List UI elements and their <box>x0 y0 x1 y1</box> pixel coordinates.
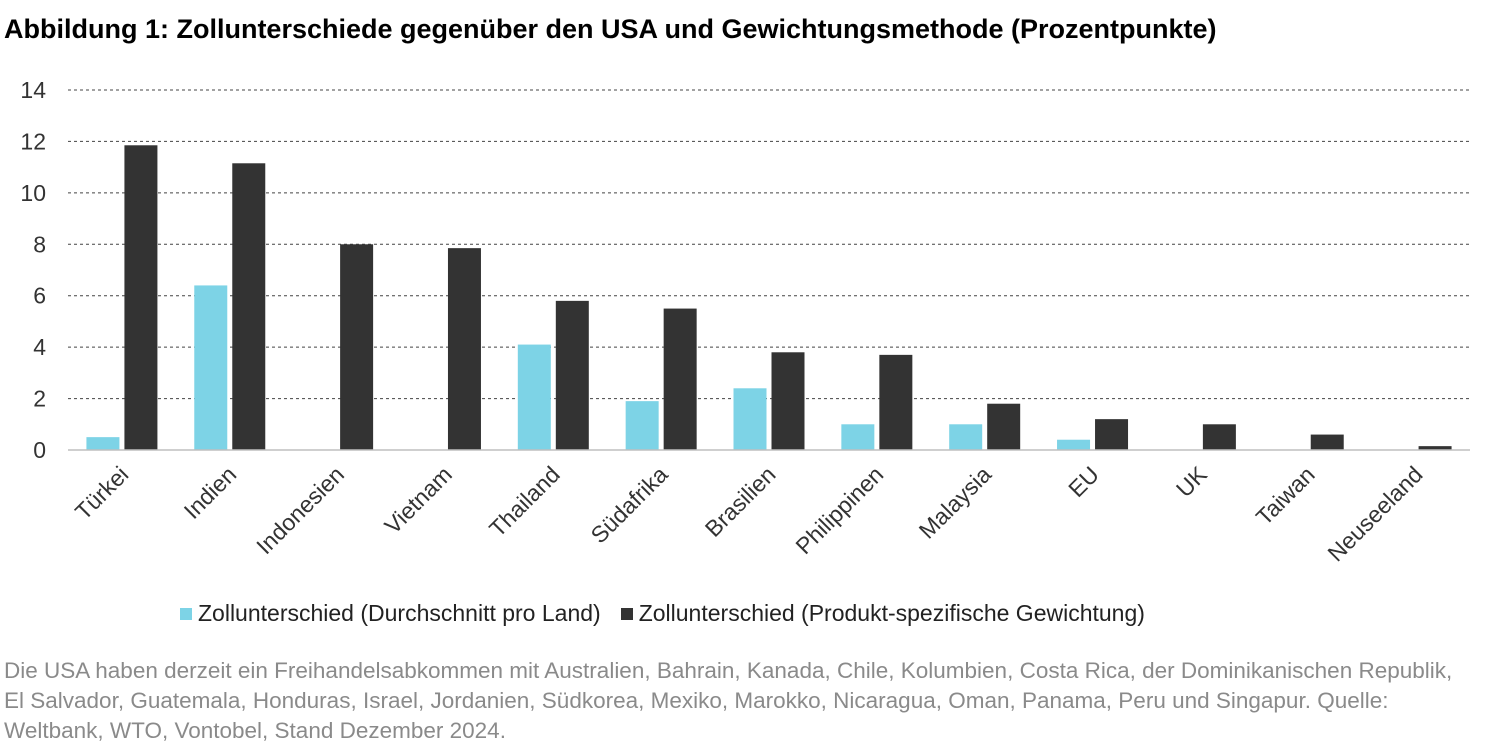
x-tick-label: Türkei <box>70 461 134 525</box>
bar-series-1 <box>949 424 983 450</box>
x-tick-label: Philippinen <box>790 461 888 559</box>
legend: Zollunterschied (Durchschnitt pro Land) … <box>180 600 1165 627</box>
bar-series-1 <box>86 437 120 450</box>
y-tick-label: 14 <box>20 77 46 103</box>
bar-series-2 <box>340 244 374 450</box>
x-axis-ticks: Türkei Indien Indonesien Vietnam Thailand Süd… <box>70 461 1428 567</box>
x-tick-label: EU <box>1063 461 1104 502</box>
chart-title: Abbildung 1: Zollunterschiede gegenüber … <box>4 14 1217 44</box>
legend-swatch-series-2 <box>620 607 633 620</box>
x-tick-label: Südafrika <box>586 461 673 548</box>
bar-series-2 <box>1418 446 1452 450</box>
bar-series-1 <box>1057 439 1091 450</box>
bar-series-2 <box>987 403 1021 450</box>
legend-label-series-2: Zollunterschied (Produkt-spezifische Gew… <box>638 600 1145 626</box>
bar-series-2 <box>555 300 589 450</box>
y-tick-label: 4 <box>33 334 46 360</box>
bar-series-2 <box>447 248 481 450</box>
bar-series-1 <box>841 424 875 450</box>
bar-chart: 0 2 4 6 8 10 12 14 Türkei Indien Indonesien Vietna… <box>20 77 1470 567</box>
bar-series-2 <box>1095 419 1129 450</box>
x-tick-label: Thailand <box>484 461 565 542</box>
x-tick-label: Taiwan <box>1251 461 1320 530</box>
legend-item-series-2: Zollunterschied (Produkt-spezifische Gew… <box>620 600 1145 627</box>
bar-series-2 <box>1202 424 1236 450</box>
footnote: Die USA haben derzeit ein Freihandelsabk… <box>4 658 1453 743</box>
legend-label-series-1: Zollunterschied (Durchschnitt pro Land) <box>198 600 601 626</box>
bar-series-1 <box>194 285 228 450</box>
y-tick-label: 6 <box>33 283 46 309</box>
x-tick-label: Vietnam <box>379 461 457 539</box>
bar-series-2 <box>771 352 805 450</box>
y-axis-ticks: 0 2 4 6 8 10 12 14 <box>20 77 46 463</box>
bar-series-2 <box>879 354 913 450</box>
bars <box>86 145 1452 451</box>
bar-series-2 <box>124 145 158 451</box>
gridlines <box>68 89 1470 400</box>
bar-series-1 <box>733 388 767 450</box>
x-tick-label: Malaysia <box>914 461 997 544</box>
y-tick-label: 8 <box>33 231 46 257</box>
x-tick-label: UK <box>1171 461 1212 502</box>
y-tick-label: 10 <box>20 180 46 206</box>
bar-series-1 <box>625 401 659 450</box>
x-tick-label: Neuseeland <box>1322 461 1427 566</box>
legend-swatch-series-1 <box>180 607 192 620</box>
bar-series-2 <box>663 308 697 450</box>
y-tick-label: 2 <box>33 386 46 412</box>
bar-series-2 <box>232 163 266 451</box>
bar-series-1 <box>517 344 551 450</box>
x-tick-label: Brasilien <box>700 461 781 542</box>
legend-item-series-1: Zollunterschied (Durchschnitt pro Land) <box>180 600 601 627</box>
x-tick-label: Indien <box>179 461 242 524</box>
bar-series-2 <box>1310 434 1344 450</box>
x-tick-label: Indonesien <box>251 461 349 559</box>
y-tick-label: 12 <box>20 128 46 154</box>
y-tick-label: 0 <box>33 437 46 463</box>
